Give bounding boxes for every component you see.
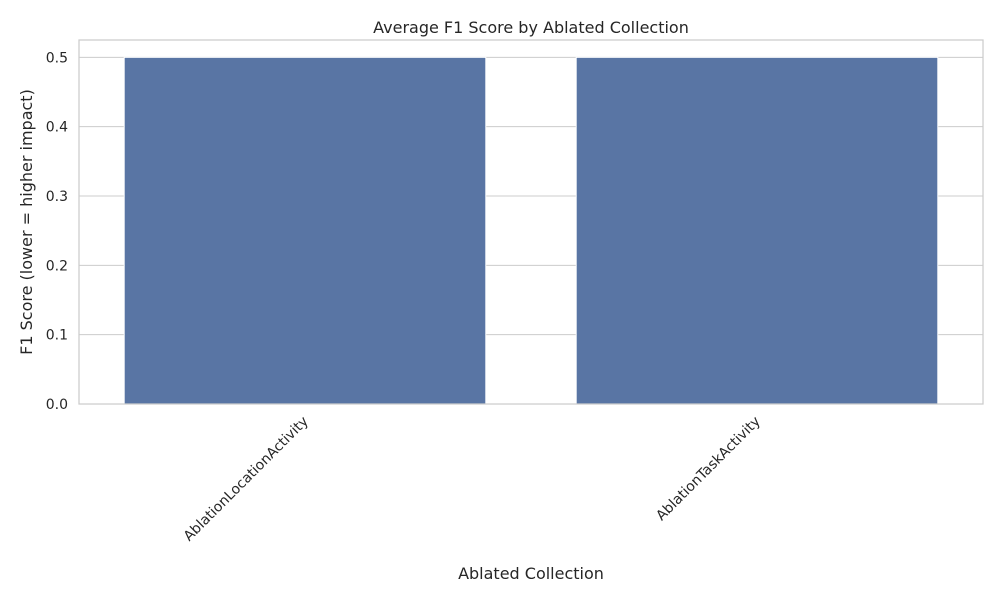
chart-title: Average F1 Score by Ablated Collection (373, 18, 689, 37)
bar-AblationLocationActivity (123, 56, 487, 405)
plot-frame (78, 39, 984, 405)
y-tick-label: 0.2 (46, 258, 68, 274)
bars (123, 56, 939, 405)
y-axis-label: F1 Score (lower = higher impact) (17, 89, 36, 355)
bar-AblationTaskActivity (575, 56, 939, 405)
y-tick-label: 0.5 (46, 50, 68, 66)
y-tick-label: 0.3 (46, 189, 68, 205)
y-tick-label: 0.0 (46, 397, 68, 413)
y-tick-labels: 0.0 0.1 0.2 0.3 0.4 0.5 (46, 50, 68, 413)
y-tick-label: 0.4 (46, 120, 68, 136)
x-axis-label: Ablated Collection (458, 564, 604, 583)
y-tick-label: 0.1 (46, 328, 68, 344)
